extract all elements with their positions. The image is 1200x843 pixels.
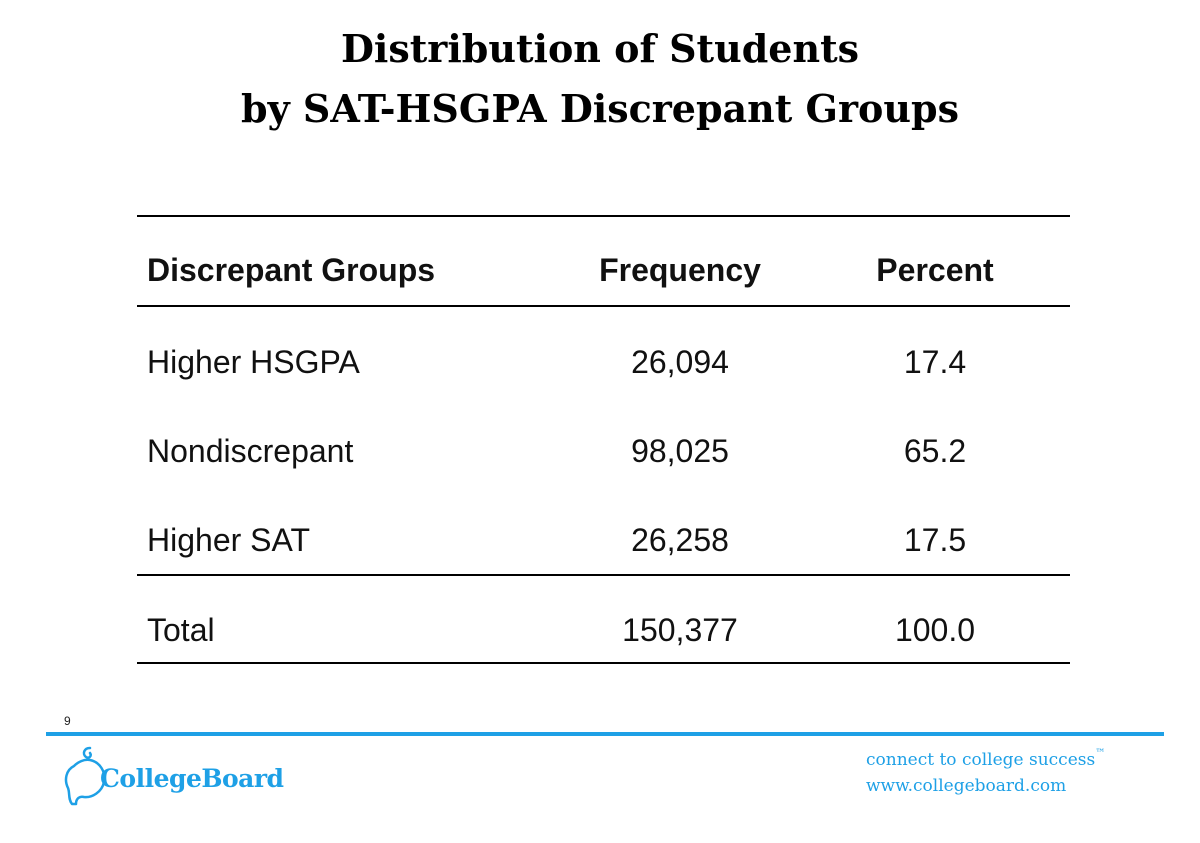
collegeboard-logo: CollegeBoard: [62, 746, 284, 806]
website-url: www.collegeboard.com: [866, 776, 1067, 796]
row-frequency: 26,094: [631, 344, 729, 380]
table-header-rule: [137, 305, 1070, 307]
row-frequency: 26,258: [631, 522, 729, 558]
footer-divider: [46, 732, 1164, 736]
row-frequency: 98,025: [631, 433, 729, 469]
table-top-rule: [137, 215, 1070, 217]
header-frequency: Frequency: [599, 252, 761, 288]
row-percent: 65.2: [903, 433, 967, 469]
total-frequency: 150,377: [622, 612, 738, 648]
row-label: Higher HSGPA: [147, 344, 360, 380]
row-percent: 17.5: [903, 522, 967, 558]
total-percent: 100.0: [894, 612, 976, 648]
row-label: Nondiscrepant: [147, 433, 354, 469]
trademark-symbol: ™: [1095, 748, 1106, 759]
row-label: Higher SAT: [147, 522, 311, 558]
tagline: connect to college success™: [866, 748, 1106, 770]
header-percent: Percent: [876, 252, 994, 288]
table-bottom-rule: [137, 662, 1070, 664]
logo-wordmark: CollegeBoard: [100, 764, 284, 793]
tagline-text: connect to college success: [866, 750, 1096, 770]
slide-title-line-1: Distribution of Students: [340, 26, 860, 71]
acorn-logo-icon: [64, 746, 106, 806]
header-discrepant-groups: Discrepant Groups: [147, 252, 436, 288]
total-label: Total: [147, 612, 215, 648]
page-number: 9: [64, 714, 71, 728]
row-percent: 17.4: [903, 344, 967, 380]
table-total-rule: [137, 574, 1070, 576]
slide-title-line-2: by SAT-HSGPA Discrepant Groups: [241, 86, 959, 131]
